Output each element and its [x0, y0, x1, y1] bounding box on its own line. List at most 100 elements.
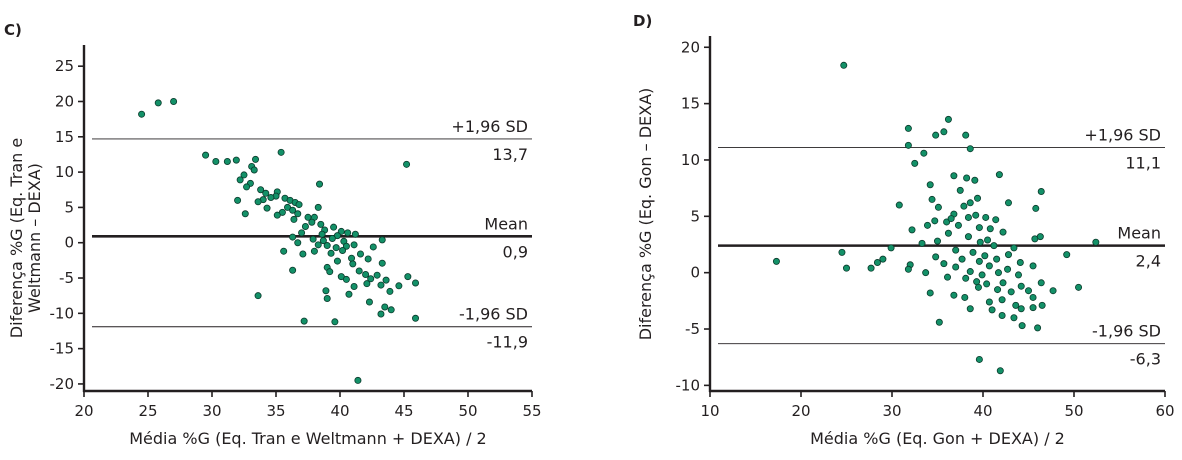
x-tick-label: 55	[522, 402, 541, 420]
data-point	[362, 270, 370, 278]
data-point	[267, 194, 275, 202]
data-point	[337, 227, 345, 235]
data-point	[412, 279, 420, 287]
data-point	[344, 229, 352, 237]
data-point	[986, 225, 994, 233]
data-point	[983, 280, 991, 288]
y-tick-label: 20	[55, 92, 74, 110]
data-point	[772, 257, 780, 265]
data-point	[904, 141, 912, 149]
data-point	[316, 180, 324, 188]
reference-line-label: Mean	[484, 214, 528, 233]
data-point	[972, 211, 980, 219]
x-tick-label: 30	[202, 402, 221, 420]
data-point	[333, 257, 341, 265]
x-axis-label: Média %G (Eq. Gon + DEXA) / 2	[810, 429, 1065, 448]
data-point	[1012, 301, 1020, 309]
data-point	[969, 248, 977, 256]
y-tick-label: 15	[681, 95, 700, 113]
data-point	[940, 260, 948, 268]
data-point	[363, 280, 371, 288]
panel-c: C) 20 25 30 35 40 45 50 55 -20 -15 -10 -5 0 5 10 15 20 25…	[4, 21, 542, 448]
y-axis-label: Weltmann – DEXA)	[25, 163, 44, 313]
data-point	[154, 99, 162, 107]
data-point	[950, 291, 958, 299]
data-point	[1049, 287, 1057, 295]
data-point	[378, 259, 386, 267]
y-tick-label: -20	[50, 375, 75, 393]
data-point	[241, 210, 249, 218]
data-point	[257, 186, 265, 194]
data-point	[342, 275, 350, 283]
data-point	[990, 242, 998, 250]
data-point	[998, 311, 1006, 319]
data-point	[950, 172, 958, 180]
data-point	[920, 149, 928, 157]
y-tick-label: 5	[64, 198, 74, 216]
data-point	[294, 239, 302, 247]
data-point	[966, 145, 974, 153]
data-point	[254, 198, 262, 206]
data-point	[1037, 188, 1045, 196]
data-point	[964, 233, 972, 241]
data-point	[240, 171, 248, 179]
data-point	[999, 279, 1007, 287]
data-point	[996, 367, 1004, 375]
data-point	[350, 241, 358, 249]
data-point	[867, 264, 875, 272]
data-point	[295, 201, 303, 209]
data-point	[212, 158, 220, 166]
data-point	[962, 131, 970, 139]
reference-line-value: -6,3	[1130, 350, 1161, 369]
data-point	[922, 269, 930, 277]
data-point	[330, 223, 338, 231]
data-point	[964, 213, 972, 221]
data-point	[351, 230, 359, 238]
data-point	[223, 158, 231, 166]
data-point	[369, 243, 377, 251]
y-tick-label: 10	[55, 163, 74, 181]
data-point	[926, 181, 934, 189]
data-point	[918, 239, 926, 247]
panel-letter: C)	[4, 21, 22, 39]
data-point	[944, 273, 952, 281]
data-point	[1017, 282, 1025, 290]
data-point	[290, 215, 298, 223]
reference-line-value: 13,7	[492, 145, 528, 164]
y-tick-label: 0	[690, 264, 700, 282]
data-point	[840, 61, 848, 69]
data-point	[1029, 262, 1037, 270]
data-point	[978, 271, 986, 279]
data-point	[879, 255, 887, 263]
y-tick-label: -10	[676, 376, 701, 394]
x-tick-label: 35	[266, 402, 285, 420]
data-point	[994, 269, 1002, 277]
data-point	[887, 244, 895, 252]
data-point	[932, 253, 940, 261]
data-point	[378, 236, 386, 244]
data-point	[934, 237, 942, 245]
x-tick-label: 60	[1155, 402, 1174, 420]
panel-letter: D)	[633, 12, 652, 30]
data-point	[952, 246, 960, 254]
y-axis-label: Diferença %G (Eq. Gon – DEXA)	[636, 88, 655, 341]
data-point	[314, 203, 322, 211]
data-point	[895, 201, 903, 209]
data-point	[350, 282, 358, 290]
reference-line-value: 2,4	[1136, 252, 1161, 271]
data-point	[345, 290, 353, 298]
y-tick-label: 10	[681, 151, 700, 169]
data-point	[382, 276, 390, 284]
data-point	[309, 235, 317, 243]
data-point	[1004, 251, 1012, 259]
data-point	[395, 282, 403, 290]
data-point	[202, 151, 210, 159]
data-point	[299, 250, 307, 258]
data-point	[985, 262, 993, 270]
reference-line-label: Mean	[1117, 224, 1161, 243]
data-point	[1032, 204, 1040, 212]
y-axis-label-group: Diferença %G (Eq. Gon – DEXA)	[636, 88, 655, 341]
